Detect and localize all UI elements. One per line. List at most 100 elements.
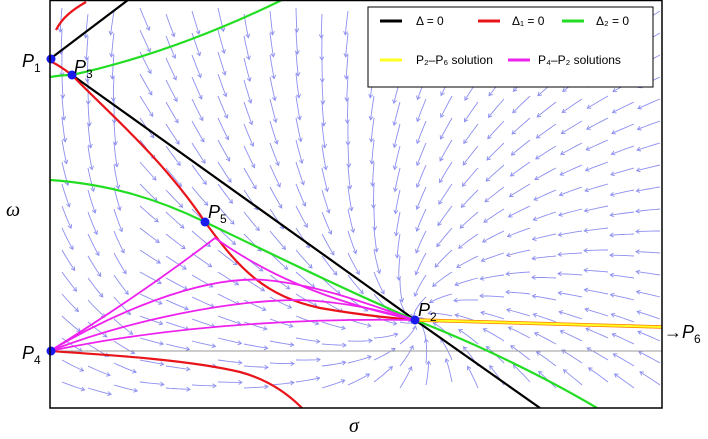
stream-arrowhead	[637, 330, 642, 335]
stream-segment	[396, 233, 401, 258]
stream-segment	[295, 249, 313, 269]
stream-arrowhead	[426, 360, 432, 365]
stream-segment	[370, 117, 375, 142]
stream-arrowhead	[510, 151, 516, 156]
stream-segment	[458, 233, 479, 249]
stream-arrowhead	[488, 91, 493, 97]
stream-arrowhead	[60, 94, 66, 99]
stream-arrowhead	[531, 274, 536, 280]
stream-segment	[191, 120, 205, 143]
stream-segment	[87, 365, 111, 376]
stream-segment	[295, 95, 301, 120]
stream-arrowhead	[342, 342, 347, 348]
stream-segment	[436, 227, 453, 247]
stream-arrowhead	[512, 108, 517, 114]
stream-arrowhead	[296, 115, 302, 121]
stream-segment	[610, 294, 635, 301]
stream-segment	[373, 333, 398, 339]
stream-arrowhead	[275, 161, 280, 167]
stream-arrowhead	[561, 349, 566, 354]
legend: Δ = 0 Δ₁ = 0 Δ₂ = 0 P₂–P₆ solution P₄–P₂…	[367, 6, 654, 88]
stream-segment	[269, 98, 277, 123]
delta-zero-curve	[50, 0, 129, 60]
stream-arrowhead	[246, 77, 252, 83]
stream-segment	[165, 123, 180, 145]
stream-arrowhead	[118, 227, 124, 233]
stream-segment	[371, 139, 375, 164]
stream-arrowhead	[149, 112, 154, 118]
stream-arrowhead	[156, 259, 161, 264]
stream-segment	[481, 252, 505, 262]
stream-segment	[113, 99, 115, 124]
stream-arrowhead	[122, 269, 127, 275]
stream-segment	[609, 254, 635, 257]
stream-arrowhead	[453, 297, 458, 303]
stream-arrowhead	[238, 379, 243, 385]
stream-segment	[165, 189, 183, 208]
stream-arrowhead	[269, 31, 275, 36]
stream-arrowhead	[330, 250, 335, 256]
stream-arrowhead	[107, 391, 112, 397]
label-p4: P4	[22, 343, 41, 367]
stream-arrowhead	[560, 150, 565, 155]
stream-arrowhead	[485, 346, 491, 351]
stream-segment	[415, 230, 427, 254]
stream-segment	[165, 299, 189, 310]
stream-arrowhead	[388, 365, 393, 371]
stream-segment	[373, 249, 381, 274]
stream-arrowhead	[396, 276, 402, 281]
stream-arrowhead	[211, 343, 217, 349]
stream-segment	[165, 167, 182, 187]
stream-arrowhead	[482, 328, 488, 333]
stream-arrowhead	[332, 270, 338, 276]
stream-segment	[508, 326, 531, 339]
stream-segment	[506, 291, 531, 295]
stream-segment	[217, 315, 241, 325]
stream-arrowhead	[612, 353, 618, 358]
stream-segment	[217, 161, 232, 183]
stream-segment	[560, 142, 583, 155]
stream-segment	[320, 13, 323, 38]
stream-arrowhead	[505, 271, 510, 277]
stream-segment	[217, 73, 227, 97]
stream-arrowhead	[635, 269, 641, 275]
stream-arrowhead	[393, 187, 398, 193]
stream-segment	[560, 330, 583, 342]
stream-segment	[506, 309, 531, 317]
stream-segment	[191, 98, 204, 121]
stream-arrowhead	[537, 91, 542, 97]
stream-segment	[373, 227, 378, 252]
p4-p2-solutions	[50, 236, 416, 352]
y-axis-label: ω	[6, 199, 20, 221]
stream-segment	[269, 10, 274, 35]
stream-arrowhead	[557, 290, 563, 296]
stream-arrowhead	[303, 223, 308, 228]
stream-arrowhead	[368, 115, 374, 121]
stream-segment	[479, 295, 505, 298]
stream-arrowhead	[586, 125, 591, 130]
stream-arrowhead	[409, 345, 414, 350]
stream-segment	[415, 252, 427, 275]
stream-arrowhead	[558, 212, 563, 217]
stream-segment	[321, 211, 332, 235]
delta2-zero-curve-top	[50, 0, 283, 79]
stream-arrowhead	[346, 163, 352, 168]
stream-arrowhead	[277, 204, 283, 209]
stream-arrowhead	[506, 307, 511, 313]
stream-arrowhead	[225, 156, 231, 162]
stream-segment	[87, 255, 102, 277]
stream-arrowhead	[507, 326, 513, 331]
stream-arrowhead	[270, 52, 276, 58]
stream-arrowhead	[264, 384, 269, 390]
stream-arrowhead	[281, 245, 287, 250]
stream-segment	[584, 289, 609, 295]
stream-arrowhead	[506, 233, 512, 238]
stream-arrowhead	[380, 289, 385, 295]
stream-segment	[373, 271, 385, 295]
stream-arrowhead	[462, 346, 468, 351]
stream-arrowhead	[212, 383, 217, 389]
stream-segment	[217, 183, 233, 204]
stream-segment	[243, 365, 269, 368]
stream-segment	[610, 274, 635, 279]
stream-segment	[534, 332, 557, 345]
